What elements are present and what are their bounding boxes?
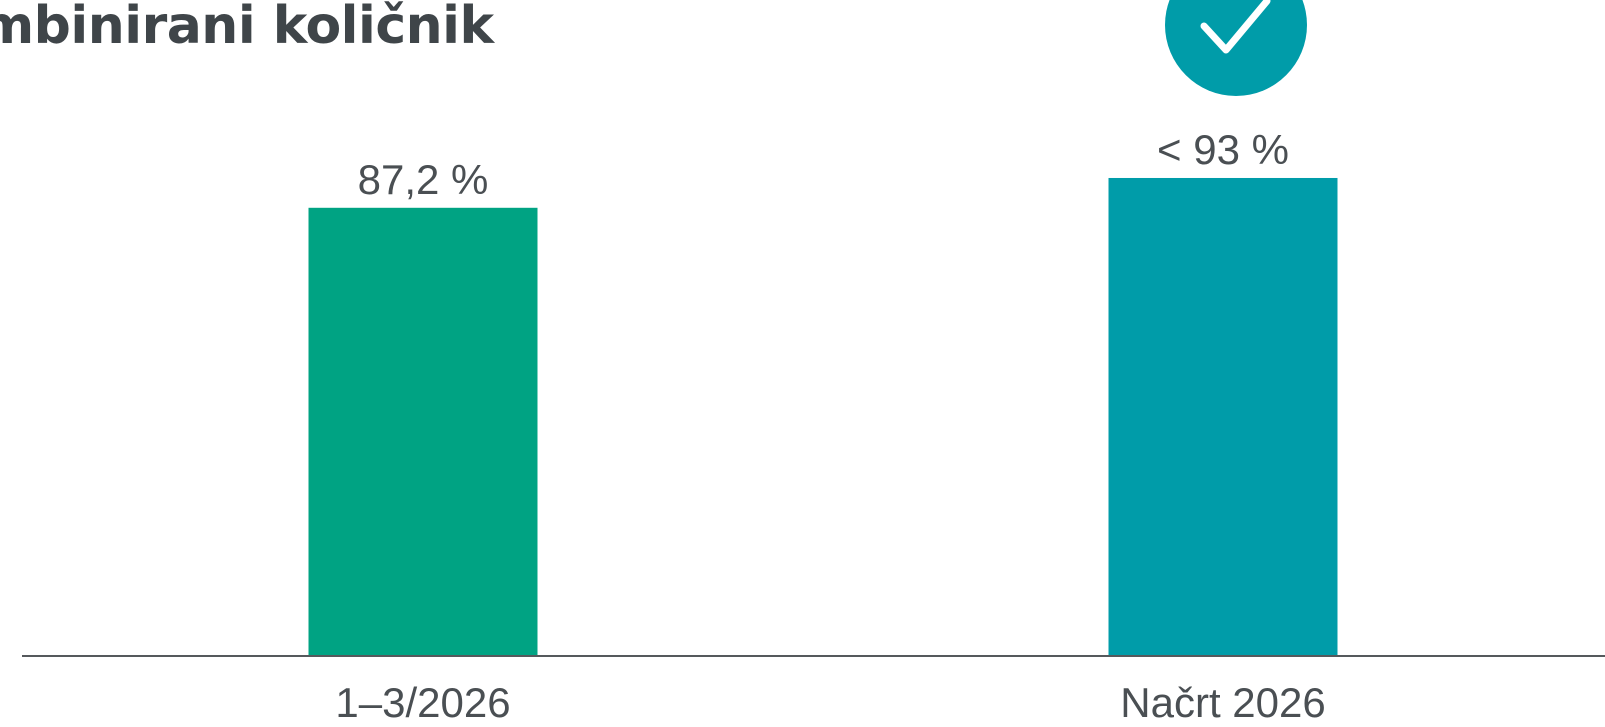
- category-label-2: Načrt 2026: [1120, 679, 1325, 726]
- chart-title: mbinirani količnik: [0, 0, 494, 56]
- bar-2: [1108, 177, 1338, 657]
- category-label-1: 1–3/2026: [335, 679, 510, 726]
- checkmark-circle-icon: [1165, 0, 1307, 96]
- value-label-1: 87,2 %: [358, 156, 489, 203]
- bar-1: [308, 207, 538, 657]
- value-label-2: < 93 %: [1157, 126, 1289, 173]
